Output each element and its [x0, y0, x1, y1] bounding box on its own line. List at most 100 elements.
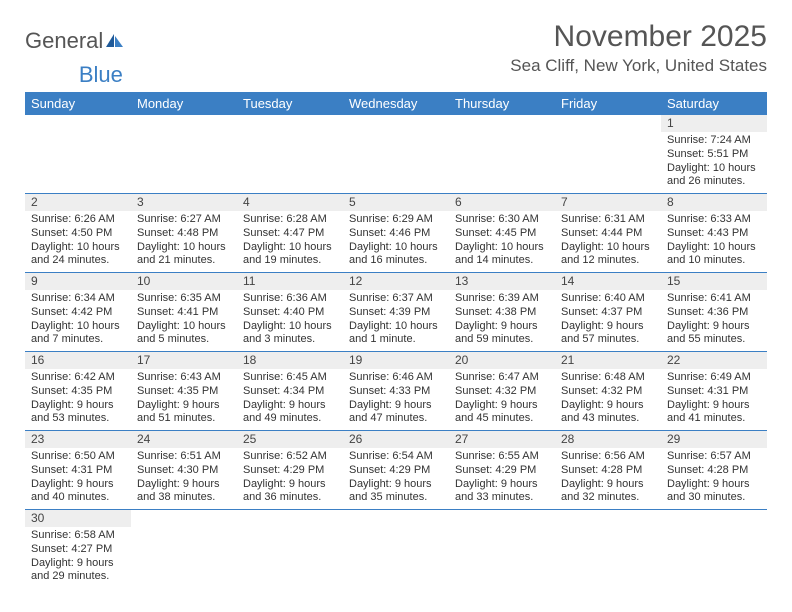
calendar-week: 16Sunrise: 6:42 AMSunset: 4:35 PMDayligh… [25, 352, 767, 431]
sunrise-text: Sunrise: 6:50 AM [31, 450, 125, 464]
day-body: Sunrise: 6:29 AMSunset: 4:46 PMDaylight:… [343, 211, 449, 272]
sunrise-text: Sunrise: 6:56 AM [561, 450, 655, 464]
calendar-week: 23Sunrise: 6:50 AMSunset: 4:31 PMDayligh… [25, 431, 767, 510]
sunset-text: Sunset: 5:51 PM [667, 148, 761, 162]
calendar-cell [661, 510, 767, 589]
sunrise-text: Sunrise: 6:43 AM [137, 371, 231, 385]
daylight-text: Daylight: 9 hours and 53 minutes. [31, 399, 125, 427]
calendar-cell: 3Sunrise: 6:27 AMSunset: 4:48 PMDaylight… [131, 194, 237, 273]
day-header: Sunday [25, 92, 131, 115]
brand-part2-wrap: GeneBlue [25, 62, 767, 88]
day-body: Sunrise: 6:43 AMSunset: 4:35 PMDaylight:… [131, 369, 237, 430]
calendar-cell [449, 510, 555, 589]
day-number: 2 [25, 194, 131, 211]
calendar-cell: 2Sunrise: 6:26 AMSunset: 4:50 PMDaylight… [25, 194, 131, 273]
daylight-text: Daylight: 10 hours and 24 minutes. [31, 241, 125, 269]
day-body: Sunrise: 6:37 AMSunset: 4:39 PMDaylight:… [343, 290, 449, 351]
calendar-cell: 23Sunrise: 6:50 AMSunset: 4:31 PMDayligh… [25, 431, 131, 510]
sunset-text: Sunset: 4:28 PM [561, 464, 655, 478]
sunset-text: Sunset: 4:29 PM [243, 464, 337, 478]
sunset-text: Sunset: 4:32 PM [561, 385, 655, 399]
day-body: Sunrise: 6:26 AMSunset: 4:50 PMDaylight:… [25, 211, 131, 272]
calendar-cell: 18Sunrise: 6:45 AMSunset: 4:34 PMDayligh… [237, 352, 343, 431]
day-number: 27 [449, 431, 555, 448]
daylight-text: Daylight: 9 hours and 55 minutes. [667, 320, 761, 348]
sunset-text: Sunset: 4:35 PM [31, 385, 125, 399]
calendar-cell: 29Sunrise: 6:57 AMSunset: 4:28 PMDayligh… [661, 431, 767, 510]
daylight-text: Daylight: 9 hours and 33 minutes. [455, 478, 549, 506]
sunset-text: Sunset: 4:41 PM [137, 306, 231, 320]
calendar-cell: 30Sunrise: 6:58 AMSunset: 4:27 PMDayligh… [25, 510, 131, 589]
daylight-text: Daylight: 9 hours and 40 minutes. [31, 478, 125, 506]
sunset-text: Sunset: 4:29 PM [349, 464, 443, 478]
sunrise-text: Sunrise: 6:57 AM [667, 450, 761, 464]
sunset-text: Sunset: 4:42 PM [31, 306, 125, 320]
sunrise-text: Sunrise: 6:46 AM [349, 371, 443, 385]
daylight-text: Daylight: 10 hours and 12 minutes. [561, 241, 655, 269]
sunrise-text: Sunrise: 6:35 AM [137, 292, 231, 306]
calendar-cell [555, 510, 661, 589]
brand-part1: General [25, 28, 103, 54]
calendar-cell [131, 510, 237, 589]
day-header: Friday [555, 92, 661, 115]
day-number: 22 [661, 352, 767, 369]
sunset-text: Sunset: 4:45 PM [455, 227, 549, 241]
day-number: 9 [25, 273, 131, 290]
sunset-text: Sunset: 4:46 PM [349, 227, 443, 241]
day-body: Sunrise: 6:39 AMSunset: 4:38 PMDaylight:… [449, 290, 555, 351]
daylight-text: Daylight: 9 hours and 29 minutes. [31, 557, 125, 585]
sunrise-text: Sunrise: 6:51 AM [137, 450, 231, 464]
day-number: 5 [343, 194, 449, 211]
calendar-cell: 7Sunrise: 6:31 AMSunset: 4:44 PMDaylight… [555, 194, 661, 273]
day-number: 1 [661, 115, 767, 132]
day-body: Sunrise: 6:30 AMSunset: 4:45 PMDaylight:… [449, 211, 555, 272]
calendar-cell: 5Sunrise: 6:29 AMSunset: 4:46 PMDaylight… [343, 194, 449, 273]
calendar-cell: 27Sunrise: 6:55 AMSunset: 4:29 PMDayligh… [449, 431, 555, 510]
daylight-text: Daylight: 9 hours and 43 minutes. [561, 399, 655, 427]
calendar-cell [131, 115, 237, 194]
calendar-cell [343, 510, 449, 589]
sunrise-text: Sunrise: 6:42 AM [31, 371, 125, 385]
calendar-week: 30Sunrise: 6:58 AMSunset: 4:27 PMDayligh… [25, 510, 767, 589]
day-header: Wednesday [343, 92, 449, 115]
calendar-cell: 15Sunrise: 6:41 AMSunset: 4:36 PMDayligh… [661, 273, 767, 352]
calendar-cell: 9Sunrise: 6:34 AMSunset: 4:42 PMDaylight… [25, 273, 131, 352]
sail-icon [105, 29, 125, 55]
sunset-text: Sunset: 4:43 PM [667, 227, 761, 241]
sunrise-text: Sunrise: 6:39 AM [455, 292, 549, 306]
day-body: Sunrise: 6:40 AMSunset: 4:37 PMDaylight:… [555, 290, 661, 351]
brand-logo: General [25, 28, 125, 54]
day-body: Sunrise: 7:24 AMSunset: 5:51 PMDaylight:… [661, 132, 767, 193]
day-number: 18 [237, 352, 343, 369]
day-body: Sunrise: 6:50 AMSunset: 4:31 PMDaylight:… [25, 448, 131, 509]
daylight-text: Daylight: 9 hours and 41 minutes. [667, 399, 761, 427]
day-body: Sunrise: 6:58 AMSunset: 4:27 PMDaylight:… [25, 527, 131, 588]
calendar-table: Sunday Monday Tuesday Wednesday Thursday… [25, 92, 767, 588]
day-number: 6 [449, 194, 555, 211]
sunset-text: Sunset: 4:48 PM [137, 227, 231, 241]
day-body: Sunrise: 6:51 AMSunset: 4:30 PMDaylight:… [131, 448, 237, 509]
day-body: Sunrise: 6:55 AMSunset: 4:29 PMDaylight:… [449, 448, 555, 509]
sunrise-text: Sunrise: 6:49 AM [667, 371, 761, 385]
sunset-text: Sunset: 4:44 PM [561, 227, 655, 241]
calendar-cell: 13Sunrise: 6:39 AMSunset: 4:38 PMDayligh… [449, 273, 555, 352]
day-body: Sunrise: 6:36 AMSunset: 4:40 PMDaylight:… [237, 290, 343, 351]
sunrise-text: Sunrise: 6:45 AM [243, 371, 337, 385]
sunset-text: Sunset: 4:36 PM [667, 306, 761, 320]
day-number: 25 [237, 431, 343, 448]
sunset-text: Sunset: 4:38 PM [455, 306, 549, 320]
sunset-text: Sunset: 4:34 PM [243, 385, 337, 399]
calendar-week: 2Sunrise: 6:26 AMSunset: 4:50 PMDaylight… [25, 194, 767, 273]
sunrise-text: Sunrise: 6:41 AM [667, 292, 761, 306]
day-body: Sunrise: 6:33 AMSunset: 4:43 PMDaylight:… [661, 211, 767, 272]
sunrise-text: Sunrise: 6:40 AM [561, 292, 655, 306]
sunset-text: Sunset: 4:47 PM [243, 227, 337, 241]
day-number: 19 [343, 352, 449, 369]
day-body: Sunrise: 6:28 AMSunset: 4:47 PMDaylight:… [237, 211, 343, 272]
day-body: Sunrise: 6:41 AMSunset: 4:36 PMDaylight:… [661, 290, 767, 351]
sunset-text: Sunset: 4:40 PM [243, 306, 337, 320]
day-number: 26 [343, 431, 449, 448]
daylight-text: Daylight: 9 hours and 36 minutes. [243, 478, 337, 506]
day-body: Sunrise: 6:27 AMSunset: 4:48 PMDaylight:… [131, 211, 237, 272]
calendar-cell: 20Sunrise: 6:47 AMSunset: 4:32 PMDayligh… [449, 352, 555, 431]
